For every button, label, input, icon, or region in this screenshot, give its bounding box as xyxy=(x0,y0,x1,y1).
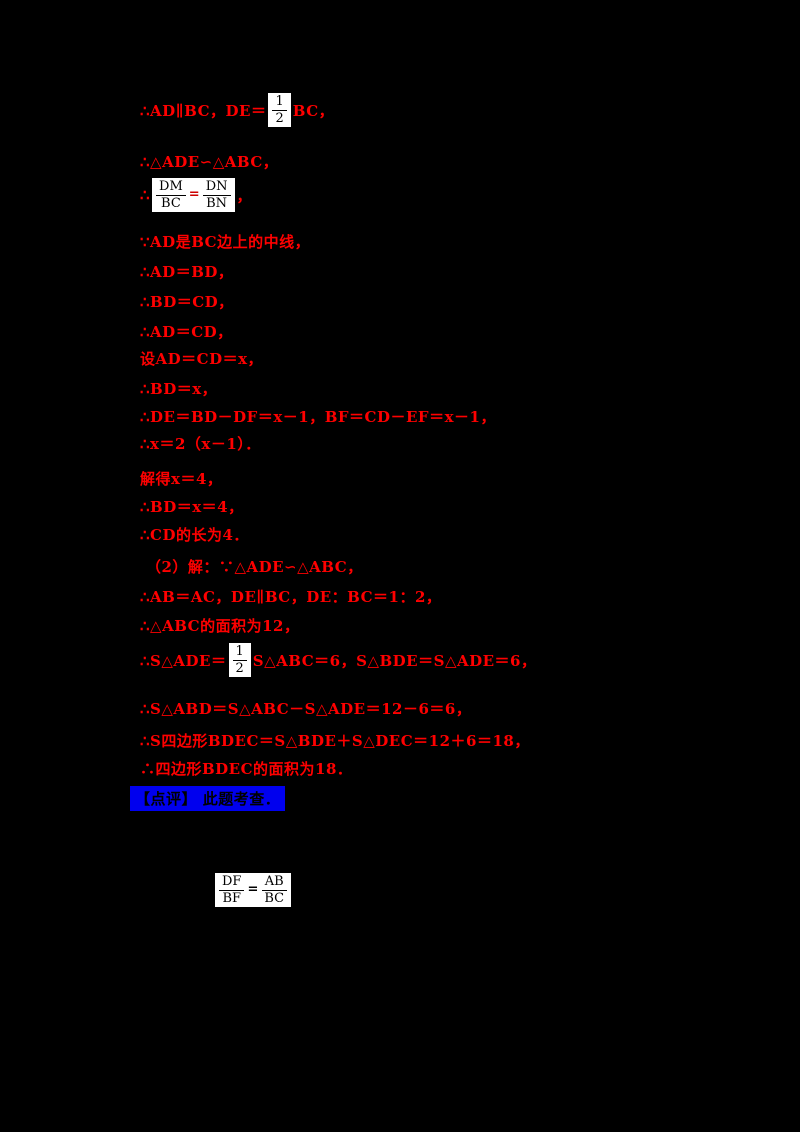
line-10: ∴DE＝BD－DF＝x－1，BF＝CD－EF＝x－1， xyxy=(140,406,496,427)
line-14: ∴CD的长为4． xyxy=(140,524,249,545)
line-11: ∴x＝2（x－1）． xyxy=(140,433,261,454)
line-6: ∴BD＝CD， xyxy=(140,291,234,312)
line-text: S△ABC＝6，S△BDE＝S△ADE＝6， xyxy=(252,651,537,670)
fraction-denominator: BC xyxy=(264,890,285,906)
fraction-numerator: DN xyxy=(202,180,231,196)
line-text: ∴S四边形BDEC＝S△BDE＋S△DEC＝12＋6＝18， xyxy=(140,732,530,750)
fraction: DM BC xyxy=(156,180,186,210)
line-19: ∴S△ABD＝S△ABC－S△ADE＝12－6＝6， xyxy=(140,698,471,719)
line-4: ∵AD是BC边上的中线， xyxy=(140,231,310,252)
line-text: （2）解：∵△ADE∽△ABC， xyxy=(146,558,363,576)
line-23-fraction: DF BF = AB BC xyxy=(213,873,293,908)
line-18: ∴S△ADE＝ 1 2 S△ABC＝6，S△BDE＝S△ADE＝6， xyxy=(140,643,537,678)
line-text: 解得x＝4， xyxy=(140,470,223,488)
line-text: ∴x＝2（x－1）． xyxy=(140,435,261,453)
line-text: ∴BD＝x＝4， xyxy=(140,498,244,516)
line-text: ∵AD是BC边上的中线， xyxy=(140,233,311,251)
line-15: （2）解：∵△ADE∽△ABC， xyxy=(146,556,363,577)
line-text: ∴BD＝x， xyxy=(140,380,218,398)
line-text: ∴AB＝AC，DE∥BC，DE：BC＝1：2， xyxy=(140,588,442,606)
line-13: ∴BD＝x＝4， xyxy=(140,496,244,517)
line-12: 解得x＝4， xyxy=(140,468,222,489)
line-text: 【点评】 此题考查． xyxy=(130,786,286,811)
fraction-denominator: BC xyxy=(161,195,181,211)
line-16: ∴AB＝AC，DE∥BC，DE：BC＝1：2， xyxy=(140,586,441,607)
line-text: ∴AD＝BD， xyxy=(140,263,234,281)
line-text: ∴ xyxy=(140,186,151,205)
fraction: AB BC xyxy=(261,875,287,905)
fraction-denominator: BF xyxy=(222,890,242,906)
line-22-highlight: 【点评】 此题考查． xyxy=(130,786,286,811)
line-17: ∴△ABC的面积为12， xyxy=(140,615,300,636)
fraction-denominator: 2 xyxy=(275,110,284,126)
line-8: 设AD＝CD＝x， xyxy=(140,348,263,369)
line-text: BC， xyxy=(292,101,335,120)
line-9: ∴BD＝x， xyxy=(140,378,217,399)
fraction-denominator: 2 xyxy=(235,660,244,676)
line-text: ∴DE＝BD－DF＝x－1，BF＝CD－EF＝x－1， xyxy=(140,408,496,426)
fraction-box: DF BF = AB BC xyxy=(215,873,292,908)
line-3: ∴ DM BC = DN BN， xyxy=(140,178,253,213)
line-7: ∴AD＝CD， xyxy=(140,321,233,342)
line-2: ∴△ADE∽△ABC， xyxy=(140,151,278,172)
fraction-denominator: BN xyxy=(206,195,228,211)
fraction-operator: = xyxy=(188,187,200,203)
fraction: DF BF xyxy=(219,875,245,906)
fraction-numerator: 1 xyxy=(272,95,287,111)
line-text: ∴△ABC的面积为12， xyxy=(140,617,300,635)
fraction-numerator: DM xyxy=(156,180,186,196)
fraction-numerator: AB xyxy=(261,875,287,891)
line-text: ∴四边形BDEC的面积为18． xyxy=(140,760,353,778)
fraction-operator: = xyxy=(247,882,259,898)
line-text: ∴BD＝CD， xyxy=(140,293,234,311)
line-text: ∴CD的长为4． xyxy=(140,526,249,544)
line-text: ∴AD∥BC，DE＝ xyxy=(140,101,267,120)
line-5: ∴AD＝BD， xyxy=(140,261,233,282)
line-1: ∴AD∥BC，DE＝ 1 2 BC， xyxy=(140,93,335,128)
line-text: ∴△ADE∽△ABC， xyxy=(140,153,279,171)
line-20: ∴S四边形BDEC＝S△BDE＋S△DEC＝12＋6＝18， xyxy=(140,730,530,751)
line-text: ∴S△ABD＝S△ABC－S△ADE＝12－6＝6， xyxy=(140,700,472,718)
line-21: ∴四边形BDEC的面积为18． xyxy=(140,758,352,779)
fraction-numerator: DF xyxy=(219,875,245,891)
fraction-numerator: 1 xyxy=(232,645,247,661)
fraction: DN BN xyxy=(202,180,231,211)
fraction-box: DM BC = DN BN xyxy=(152,178,235,213)
line-text: ， xyxy=(236,186,253,205)
line-text: ∴AD＝CD， xyxy=(140,323,233,341)
line-text: 设AD＝CD＝x， xyxy=(140,350,264,368)
line-text: ∴S△ADE＝ xyxy=(140,651,227,670)
